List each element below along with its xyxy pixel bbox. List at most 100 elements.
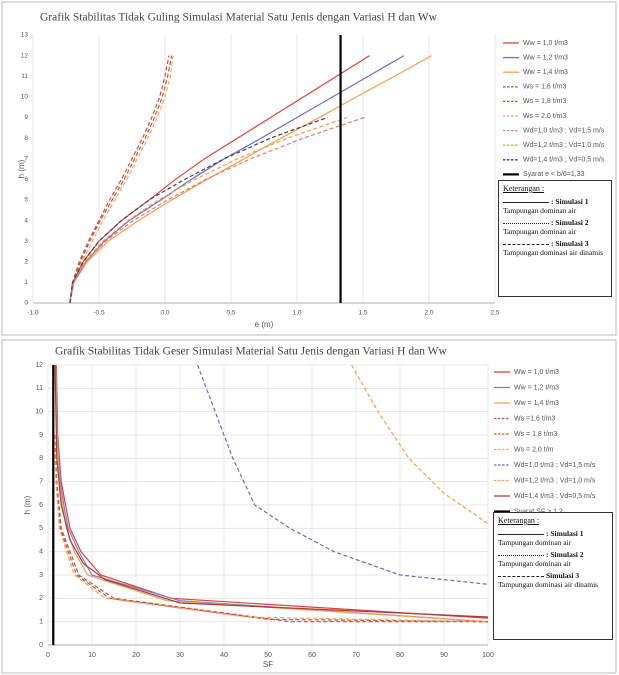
- x-tick-label: -1,0: [27, 310, 39, 317]
- legend-label: Syarat SF > 1,2: [514, 508, 563, 515]
- legend-label: Wd=1,0 t/m3 ; Vd=1,5 m/s: [523, 127, 605, 134]
- notes-sample: [498, 555, 544, 556]
- series-line: [351, 364, 489, 525]
- notes-text: Tampungan dominan air: [503, 206, 577, 215]
- y-tick-label: 5: [24, 197, 28, 204]
- notes-text: Tampungan dominasi air dinamis: [503, 248, 604, 257]
- legend-label: Wd=1,2 t/m3 ; Vd=1,0 m/s: [514, 477, 596, 484]
- legend-label: Ww = 1,0 t/m3: [514, 369, 559, 376]
- legend-label: Ws = 1,8 t/m3: [523, 98, 566, 105]
- series-line: [69, 116, 365, 304]
- series-line: [197, 364, 489, 585]
- y-tick-label: 8: [24, 135, 28, 142]
- notes-label: : Simulasi 3: [551, 239, 589, 248]
- y-tick-label: 9: [39, 432, 43, 439]
- notes-title: Keterangan :: [498, 516, 540, 525]
- notes-label: : Simulasi 2: [551, 218, 589, 227]
- series-line: [69, 55, 405, 304]
- legend-label: Wd=1,4 t/m3 ; Vd=0,5 m/s: [514, 493, 596, 500]
- chart-title: Grafik Stabilitas Tidak Geser Simulasi M…: [55, 346, 447, 358]
- x-tick-label: 40: [220, 652, 228, 659]
- y-tick-label: 12: [21, 52, 29, 59]
- y-tick-label: 13: [21, 32, 29, 39]
- notes-sample: [503, 202, 549, 203]
- y-tick-label: 0: [39, 642, 43, 649]
- y-tick-label: 4: [24, 217, 28, 224]
- y-tick-label: 11: [36, 385, 43, 392]
- legend-label: Ww = 1,4 t/m3: [523, 69, 568, 76]
- x-tick-label: 60: [308, 652, 316, 659]
- x-tick-label: 1,5: [358, 310, 367, 317]
- notes-title: Keterangan :: [503, 184, 545, 193]
- y-axis-label: h (m): [23, 495, 32, 514]
- y-tick-label: 11: [21, 73, 28, 80]
- series-line: [69, 55, 370, 304]
- x-axis-label: e (m): [255, 320, 274, 329]
- y-tick-label: 1: [24, 279, 28, 286]
- series-line: [69, 55, 170, 304]
- legend-label: Wd=1,2 t/m3 ; Vd=1,0 m/s: [523, 142, 605, 149]
- notes-row: : Simulasi 2: [498, 550, 608, 559]
- notes-box: Keterangan :: Simulasi 1 Tampungan domina…: [493, 512, 613, 640]
- legend-label: Ws = 1,8 t/m3: [514, 431, 557, 438]
- notes-row: : Simulasi 1: [503, 197, 607, 206]
- legend-label: Ww = 1,2 t/m3: [514, 384, 559, 391]
- x-axis-label: SF: [263, 660, 273, 669]
- y-tick-label: 10: [35, 409, 43, 416]
- series-line: [53, 434, 489, 623]
- notes-text: Tampungan dominan air: [498, 538, 572, 547]
- y-tick-label: 1: [39, 619, 43, 626]
- series-line: [69, 55, 173, 304]
- y-tick-label: 9: [24, 114, 28, 121]
- notes-row: : Simulasi 1: [498, 529, 608, 538]
- notes-row: Simulasi 3: [498, 571, 608, 580]
- legend-label: Ww = 1,2 t/m3: [523, 54, 568, 61]
- x-tick-label: 20: [132, 652, 140, 659]
- series-line: [69, 55, 432, 304]
- y-tick-label: 2: [39, 595, 43, 602]
- notes-sample: [503, 244, 549, 245]
- x-tick-label: 70: [352, 652, 360, 659]
- y-tick-label: 4: [39, 549, 43, 556]
- notes-sample: [503, 223, 549, 224]
- notes-text: Tampungan dominan air: [503, 227, 577, 236]
- y-tick-label: 7: [39, 479, 43, 486]
- x-tick-label: 0,5: [226, 310, 235, 317]
- x-tick-label: 10: [88, 652, 96, 659]
- y-tick-label: 3: [24, 238, 28, 245]
- x-tick-label: 2,0: [424, 310, 433, 317]
- y-tick-label: 3: [39, 572, 43, 579]
- y-tick-label: 0: [24, 300, 28, 307]
- x-tick-label: 50: [264, 652, 272, 659]
- notes-sample: [498, 576, 544, 577]
- y-tick-label: 7: [24, 155, 28, 162]
- series-line: [69, 55, 174, 304]
- y-tick-label: 8: [39, 455, 43, 462]
- notes-sample: [498, 534, 544, 535]
- chart-title: Grafik Stabilitas Tidak Guling Simulasi …: [40, 12, 438, 24]
- notes-text: Tampungan dominan air: [498, 559, 572, 568]
- y-tick-label: 12: [35, 362, 43, 369]
- legend-label: Ws = 1,6 t/m3: [523, 84, 566, 91]
- x-tick-label: 90: [440, 652, 448, 659]
- legend-label: Ws = 2,0 t/m: [514, 446, 554, 453]
- notes-label: Simulasi 3: [546, 571, 580, 580]
- legend-label: Ww = 1,0 t/m3: [523, 40, 568, 47]
- notes-text: Tampungan dominasi air dinamis: [498, 580, 599, 589]
- notes-row: : Simulasi 2: [503, 218, 607, 227]
- x-tick-label: 80: [396, 652, 404, 659]
- x-tick-label: 0,0: [160, 310, 169, 317]
- y-tick-label: 2: [24, 258, 28, 265]
- legend-label: Wd=1,4 t/m3 ; Vd=0,5 m/s: [523, 157, 605, 164]
- notes-row: : Simulasi 3: [503, 239, 607, 248]
- series-line: [54, 364, 489, 618]
- notes-label: : Simulasi 1: [546, 529, 584, 538]
- y-tick-label: 10: [21, 94, 29, 101]
- x-tick-label: -0,5: [93, 310, 105, 317]
- y-tick-label: 5: [39, 525, 43, 532]
- y-tick-label: 6: [39, 502, 43, 509]
- x-tick-label: 30: [176, 652, 184, 659]
- notes-label: : Simulasi 1: [551, 197, 589, 206]
